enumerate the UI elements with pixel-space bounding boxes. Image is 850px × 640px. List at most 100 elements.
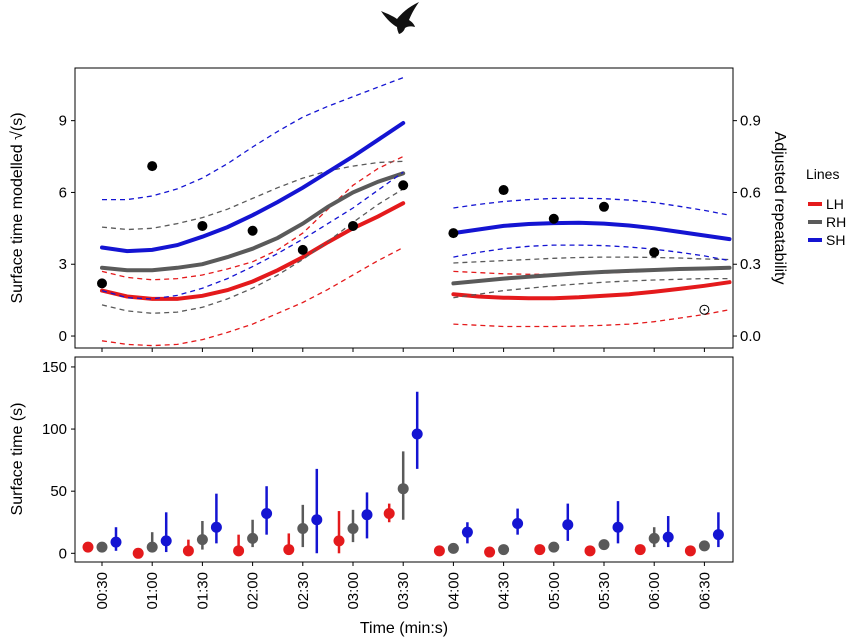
x-tick-label: 04:00: [445, 572, 462, 610]
point-LH: [534, 544, 546, 556]
point-LH: [82, 541, 94, 553]
top-panel-frame: [74, 67, 734, 349]
ci-upper-LH-seg0: [101, 155, 404, 281]
point-SH: [160, 535, 172, 547]
repeatability-point: [97, 278, 107, 289]
top-y2-axis-title: Adjusted repeatability: [771, 132, 788, 285]
point-LH: [132, 547, 144, 559]
bottom-y-axis-title: Surface time (s): [9, 403, 26, 516]
x-tick-label: 03:30: [395, 572, 412, 610]
top-right-y-axis: 0.0 0.3 0.6 0.9: [733, 113, 761, 345]
x-tick-label: 06:30: [696, 572, 713, 610]
x-tick-label: 02:30: [295, 572, 312, 610]
point-RH: [196, 534, 208, 546]
top-panel-plot-area: [100, 76, 732, 347]
x-tick-label: 04:30: [496, 572, 513, 610]
ci-lower-SH-seg1: [453, 244, 730, 262]
point-RH: [698, 540, 710, 552]
bottom-y-tick-label: 150: [42, 359, 67, 376]
point-SH: [210, 521, 222, 533]
bottom-x-axis: 00:30 01:00 01:30 02:00 02:30 03:00 03:30 04:00…: [94, 562, 713, 610]
point-LH: [484, 546, 496, 558]
point-SH: [512, 517, 524, 529]
repeatability-point: [498, 185, 509, 196]
fit-line-RH-seg0: [100, 171, 406, 273]
x-tick-label: 01:30: [194, 572, 211, 610]
point-LH: [383, 508, 395, 520]
ci-upper-SH-seg0: [102, 76, 404, 201]
point-RH: [447, 542, 459, 554]
repeatability-point: [398, 180, 409, 191]
point-LH: [333, 535, 345, 547]
repeatability-points: [97, 161, 710, 315]
repeatability-point: [297, 244, 308, 255]
point-RH: [598, 539, 610, 551]
point-RH: [146, 541, 158, 553]
fit-line-SH-seg0: [100, 121, 406, 254]
bottom-y-axis: 0 50 100 150: [42, 359, 75, 562]
repeatability-point: [247, 225, 258, 236]
y2-tick-label: 0.6: [740, 184, 761, 201]
bottom-panel-plot-area: [82, 391, 724, 559]
ci-lower-RH-seg0: [101, 188, 404, 314]
y-tick-label: 3: [59, 256, 67, 273]
x-tick-label: 00:30: [94, 572, 111, 610]
point-SH: [411, 428, 423, 440]
legend-title: Lines: [806, 166, 839, 182]
point-LH: [433, 545, 445, 557]
legend-label-SH: SH: [826, 232, 845, 248]
point-RH: [297, 522, 309, 534]
point-RH: [498, 544, 510, 556]
x-tick-label: 05:00: [546, 572, 563, 610]
repeatability-point: [448, 228, 459, 239]
top-x-ticks: [101, 348, 705, 352]
repeatability-point: [197, 220, 208, 231]
point-SH: [612, 521, 624, 533]
eagle-logo: [381, 2, 419, 34]
repeatability-point: [147, 161, 158, 172]
point-LH: [584, 545, 596, 557]
legend: Lines LH RH SH: [806, 166, 846, 248]
ci-upper-RH-seg1: [453, 256, 730, 264]
bottom-y-tick-label: 100: [42, 421, 67, 438]
bottom-panel-frame: [74, 356, 734, 563]
point-SH: [311, 514, 323, 526]
x-tick-label: 02:00: [245, 572, 262, 610]
x-tick-label: 06:00: [646, 572, 663, 610]
top-y-axis-title: Surface time modelled √(s): [9, 112, 26, 303]
y2-tick-label: 0.0: [740, 328, 761, 345]
point-LH: [283, 544, 295, 556]
x-axis-title: Time (min:s): [360, 620, 448, 637]
point-LH: [634, 544, 646, 556]
bottom-y-tick-label: 50: [50, 483, 67, 500]
ci-lower-SH-seg0: [101, 171, 404, 300]
point-SH: [662, 531, 674, 543]
repeatability-point: [599, 201, 609, 212]
repeatability-point-open: [699, 304, 710, 315]
point-SH: [461, 526, 473, 538]
bottom-y-tick-label: 0: [59, 545, 67, 562]
point-RH: [397, 483, 409, 495]
repeatability-point: [348, 220, 358, 231]
point-RH: [96, 541, 108, 553]
point-SH: [562, 519, 574, 531]
fit-line-SH-seg1: [451, 220, 732, 242]
ci-lower-LH-seg0: [101, 246, 404, 347]
x-tick-label: 03:00: [345, 572, 362, 610]
ci-lower-LH-seg1: [453, 309, 730, 328]
point-RH: [247, 532, 259, 544]
repeatability-point: [548, 213, 559, 224]
x-tick-label: 05:30: [596, 572, 613, 610]
x-tick-label: 01:00: [144, 572, 161, 610]
top-left-y-axis: 0 3 6 9: [59, 113, 75, 345]
fit-line-RH-seg1: [451, 265, 732, 286]
point-LH: [233, 545, 245, 557]
ci-upper-SH-seg1: [453, 197, 730, 216]
legend-label-RH: RH: [826, 214, 846, 230]
y-tick-label: 0: [59, 328, 67, 345]
fit-line-LH-seg1: [451, 280, 732, 301]
point-RH: [548, 541, 560, 553]
point-SH: [712, 529, 724, 541]
point-SH: [261, 508, 273, 520]
